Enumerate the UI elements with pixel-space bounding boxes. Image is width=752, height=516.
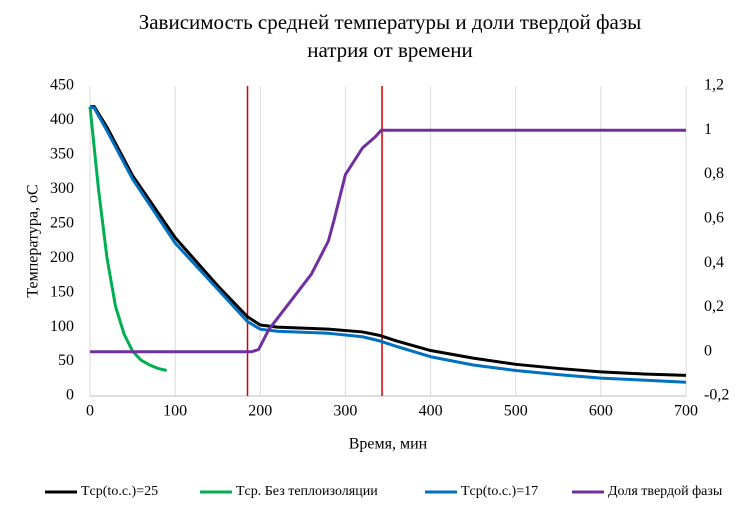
x-tick-label: 700 xyxy=(674,403,698,420)
y-tick-label: 350 xyxy=(50,146,74,163)
y-tick-label: 0 xyxy=(66,387,74,404)
y-tick-label: 400 xyxy=(50,111,74,128)
x-tick-label: 200 xyxy=(248,403,272,420)
y-tick-label: 150 xyxy=(50,283,74,300)
chart-title: натрия от времени xyxy=(307,38,473,62)
y2-tick-label: 1 xyxy=(704,121,712,138)
y-tick-label: 250 xyxy=(50,214,74,231)
y2-tick-label: 0 xyxy=(704,342,712,359)
legend-label: Tср(tо.с.)=17 xyxy=(461,484,538,499)
x-axis-label: Время, мин xyxy=(349,436,428,453)
y2-tick-label: 0,6 xyxy=(704,210,724,227)
y2-tick-label: 0,4 xyxy=(704,254,724,271)
y2-tick-label: -0,2 xyxy=(704,387,729,404)
y-tick-label: 200 xyxy=(50,249,74,266)
series-line xyxy=(89,105,687,384)
y2-tick-label: 0,2 xyxy=(704,298,724,315)
y-tick-label: 100 xyxy=(50,318,74,335)
x-tick-label: 100 xyxy=(163,403,187,420)
y2-tick-label: 1,2 xyxy=(704,77,724,94)
x-tick-label: 400 xyxy=(419,403,443,420)
legend-label: Tср. Без теплоизоляции xyxy=(236,484,378,499)
legend-label: Доля твердой фазы xyxy=(608,484,723,499)
x-tick-label: 300 xyxy=(333,403,357,420)
y2-tick-label: 0,8 xyxy=(704,165,724,182)
x-tick-label: 500 xyxy=(504,403,528,420)
y-tick-label: 450 xyxy=(50,77,74,94)
y-tick-label: 300 xyxy=(50,180,74,197)
y-tick-label: 50 xyxy=(58,352,74,369)
series-line xyxy=(90,128,686,354)
legend-label: Tср(tо.с.)=25 xyxy=(81,484,158,499)
x-tick-label: 0 xyxy=(86,403,94,420)
x-tick-label: 600 xyxy=(589,403,613,420)
series-line xyxy=(90,105,687,377)
chart-title: Зависимость средней температуры и доли т… xyxy=(139,10,642,34)
series-line xyxy=(88,106,167,372)
y-axis-label: Температура, оС xyxy=(25,184,42,297)
